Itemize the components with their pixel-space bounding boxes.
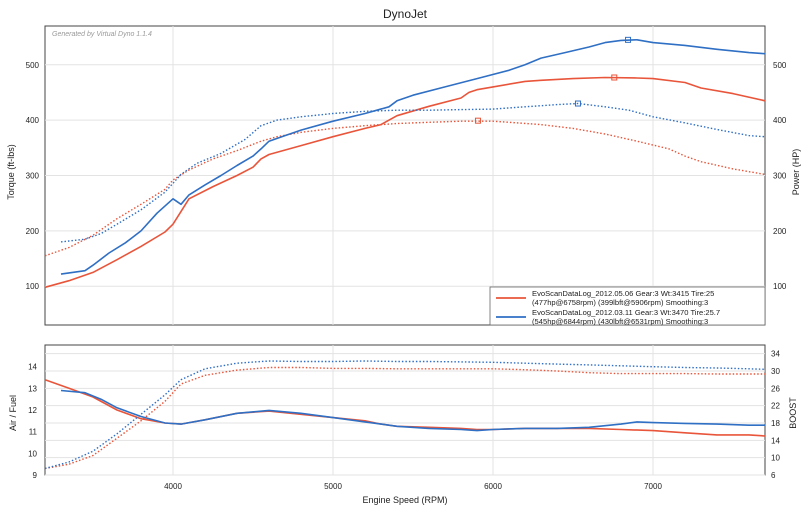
bottom-y-right-tick-label: 30 bbox=[771, 367, 780, 376]
bottom-y-right-tick-label: 18 bbox=[771, 419, 780, 428]
legend-entry-line1: EvoScanDataLog_2012.05.06 Gear:3 Wt:3415… bbox=[532, 289, 714, 298]
bottom-y-right-tick-label: 26 bbox=[771, 384, 780, 393]
top-y-tick-label: 400 bbox=[26, 116, 40, 125]
top-y-tick-label: 200 bbox=[26, 227, 40, 236]
x-tick-label: 5000 bbox=[324, 482, 342, 491]
x-tick-label: 7000 bbox=[644, 482, 662, 491]
top-y-right-tick-label: 200 bbox=[773, 227, 787, 236]
top-y-right-tick-label: 400 bbox=[773, 116, 787, 125]
top-y-right-tick-label: 500 bbox=[773, 61, 787, 70]
bottom-y-axis-label: Air / Fuel bbox=[8, 395, 18, 431]
power-line-0-peak-marker bbox=[611, 74, 618, 81]
torque-line-1-peak-marker bbox=[474, 117, 481, 124]
x-tick-label: 4000 bbox=[164, 482, 182, 491]
bottom-y-tick-label: 13 bbox=[28, 384, 37, 393]
bottom-y-right-tick-label: 6 bbox=[771, 471, 776, 480]
chart-title: DynoJet bbox=[383, 7, 428, 21]
bottom-plot-frame bbox=[44, 344, 766, 476]
bottom-y-tick-label: 10 bbox=[28, 449, 37, 458]
power-line-2-peak-marker bbox=[625, 36, 632, 43]
top-y-axis-label: Torque (ft-lbs) bbox=[6, 144, 16, 200]
legend-entry-line1: EvoScanDataLog_2012.03.11 Gear:3 Wt:3470… bbox=[532, 308, 720, 317]
bottom-y-tick-label: 11 bbox=[29, 428, 38, 437]
boost-line-3 bbox=[44, 360, 766, 470]
top-y-right-tick-label: 100 bbox=[773, 282, 787, 291]
bottom-y-tick-label: 9 bbox=[33, 471, 38, 480]
torque-line-3-peak-marker bbox=[574, 100, 581, 107]
legend-entry-line2: (545hp@6844rpm) (430lbft@6531rpm) Smooth… bbox=[532, 317, 708, 326]
x-tick-label: 6000 bbox=[484, 482, 502, 491]
bottom-y-right-tick-label: 14 bbox=[771, 436, 780, 445]
legend-entry-line2: (477hp@6758rpm) (399lbft@5906rpm) Smooth… bbox=[532, 298, 708, 307]
legend: EvoScanDataLog_2012.05.06 Gear:3 Wt:3415… bbox=[489, 286, 766, 326]
top-y-tick-label: 500 bbox=[26, 61, 40, 70]
bottom-y-right-tick-label: 10 bbox=[771, 454, 780, 463]
bottom-y-axis-right-label: BOOST bbox=[788, 397, 798, 429]
x-axis-label: Engine Speed (RPM) bbox=[362, 495, 447, 505]
power-line-2 bbox=[60, 39, 766, 275]
bottom-y-tick-label: 14 bbox=[28, 363, 37, 372]
legend-box bbox=[489, 286, 766, 326]
bottom-y-right-tick-label: 22 bbox=[771, 402, 780, 411]
top-y-axis-right-label: Power (HP) bbox=[791, 149, 801, 196]
top-y-right-tick-label: 300 bbox=[773, 172, 787, 181]
top-y-tick-label: 300 bbox=[26, 172, 40, 181]
afr-line-1 bbox=[60, 389, 765, 432]
top-y-tick-label: 100 bbox=[26, 282, 40, 291]
watermark: Generated by Virtual Dyno 1.1.4 bbox=[52, 31, 152, 38]
bottom-y-right-tick-label: 34 bbox=[771, 350, 780, 359]
bottom-y-tick-label: 12 bbox=[28, 406, 37, 415]
